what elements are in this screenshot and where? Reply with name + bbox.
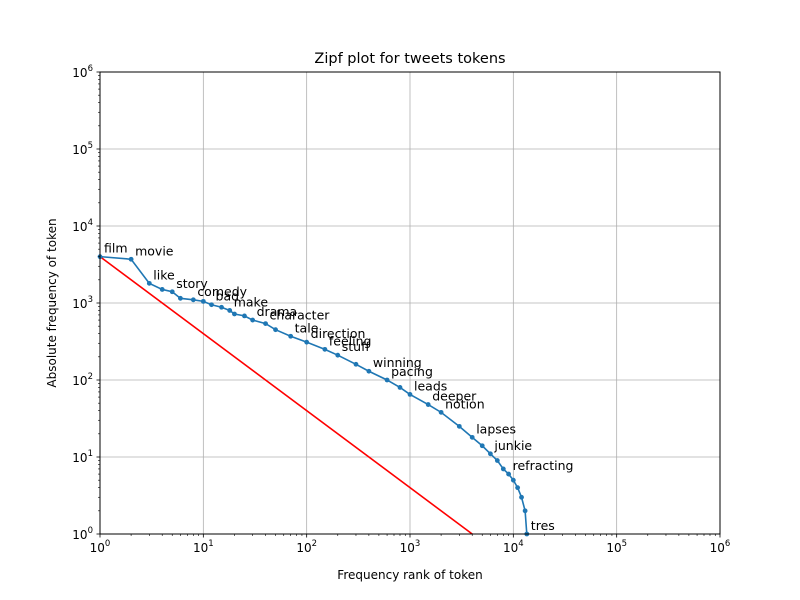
data-point: [519, 494, 524, 500]
zipf-reference-line: [99, 255, 473, 535]
data-point: [456, 423, 462, 429]
x-tick-label: 103: [400, 539, 421, 555]
x-tick-label: 102: [296, 539, 317, 555]
data-point: [366, 368, 372, 374]
word-annotation: deeper: [432, 389, 477, 404]
data-point: [522, 508, 528, 514]
data-series: [97, 254, 530, 537]
word-annotation: comedy: [197, 284, 247, 299]
data-point: [250, 317, 256, 323]
data-point: [209, 302, 214, 308]
x-tick-label: 104: [503, 539, 524, 555]
word-annotation: make: [234, 294, 269, 309]
data-point: [304, 339, 310, 345]
y-tick-label: 103: [72, 295, 93, 311]
word-annotation: tres: [531, 518, 555, 533]
data-point: [500, 466, 506, 472]
data-point: [515, 485, 521, 491]
word-annotation: story: [176, 276, 208, 291]
data-point: [190, 297, 196, 303]
y-tick-label: 102: [72, 372, 93, 388]
y-axis-ticks: 100 101 102 103 104 105 106: [72, 64, 100, 542]
word-annotations: film movie likestorycomedybadmakedramachar…: [104, 241, 573, 533]
x-tick-label: 106: [710, 539, 731, 555]
word-annotation: stuff: [342, 339, 370, 354]
y-tick-label: 101: [72, 449, 93, 465]
word-annotation: leads: [414, 378, 447, 393]
word-annotation: feeling: [329, 333, 372, 348]
word-annotation: refracting: [513, 458, 574, 473]
x-axis-label: Frequency rank of token: [337, 568, 482, 582]
word-annotation: pacing: [391, 364, 433, 379]
y-axis-label: Absolute frequency of token: [45, 218, 59, 387]
x-tick-label: 100: [90, 539, 111, 555]
word-annotation: film: [104, 241, 128, 256]
data-point: [506, 471, 512, 477]
y-tick-label: 106: [72, 64, 93, 80]
data-point: [438, 409, 444, 415]
word-annotation: tale: [295, 320, 319, 335]
x-axis-ticks: 100 101 102 103 104 105 106: [90, 534, 731, 555]
data-point: [479, 443, 485, 449]
word-annotation: like: [153, 267, 175, 282]
data-point: [425, 402, 431, 407]
data-point: [242, 313, 247, 319]
data-point: [200, 298, 206, 304]
data-point: [353, 361, 359, 367]
data-point: [469, 434, 475, 440]
word-annotation: bad: [216, 289, 240, 304]
data-point: [335, 352, 341, 358]
word-annotation: junkie: [493, 438, 532, 453]
y-tick-label: 104: [72, 218, 93, 234]
data-point: [178, 295, 183, 301]
data-point: [384, 377, 390, 383]
y-tick-label: 100: [72, 526, 93, 542]
x-tick-label: 105: [606, 539, 627, 555]
data-point: [322, 346, 328, 352]
word-annotation: notion: [445, 396, 485, 411]
word-annotation: drama: [257, 304, 298, 319]
data-point: [263, 321, 268, 327]
word-annotation: winning: [373, 355, 422, 370]
data-point: [494, 458, 500, 463]
x-tick-label: 101: [193, 539, 214, 555]
data-point: [219, 304, 224, 310]
data-point: [407, 392, 413, 397]
y-tick-label: 105: [72, 141, 93, 157]
word-annotation: direction: [311, 326, 366, 341]
data-point: [159, 287, 165, 292]
data-point: [128, 256, 134, 262]
data-point: [488, 451, 493, 457]
data-point: [169, 289, 175, 295]
data-point: [227, 308, 233, 313]
data-point: [397, 385, 403, 390]
data-point: [232, 311, 237, 317]
word-annotation: movie: [135, 243, 174, 258]
data-point: [273, 327, 278, 333]
data-point: [510, 477, 516, 483]
word-annotation: character: [270, 308, 331, 323]
word-annotation: lapses: [476, 421, 516, 436]
data-point: [146, 280, 152, 286]
data-point: [288, 333, 294, 339]
chart-title: Zipf plot for tweets tokens: [314, 51, 505, 67]
